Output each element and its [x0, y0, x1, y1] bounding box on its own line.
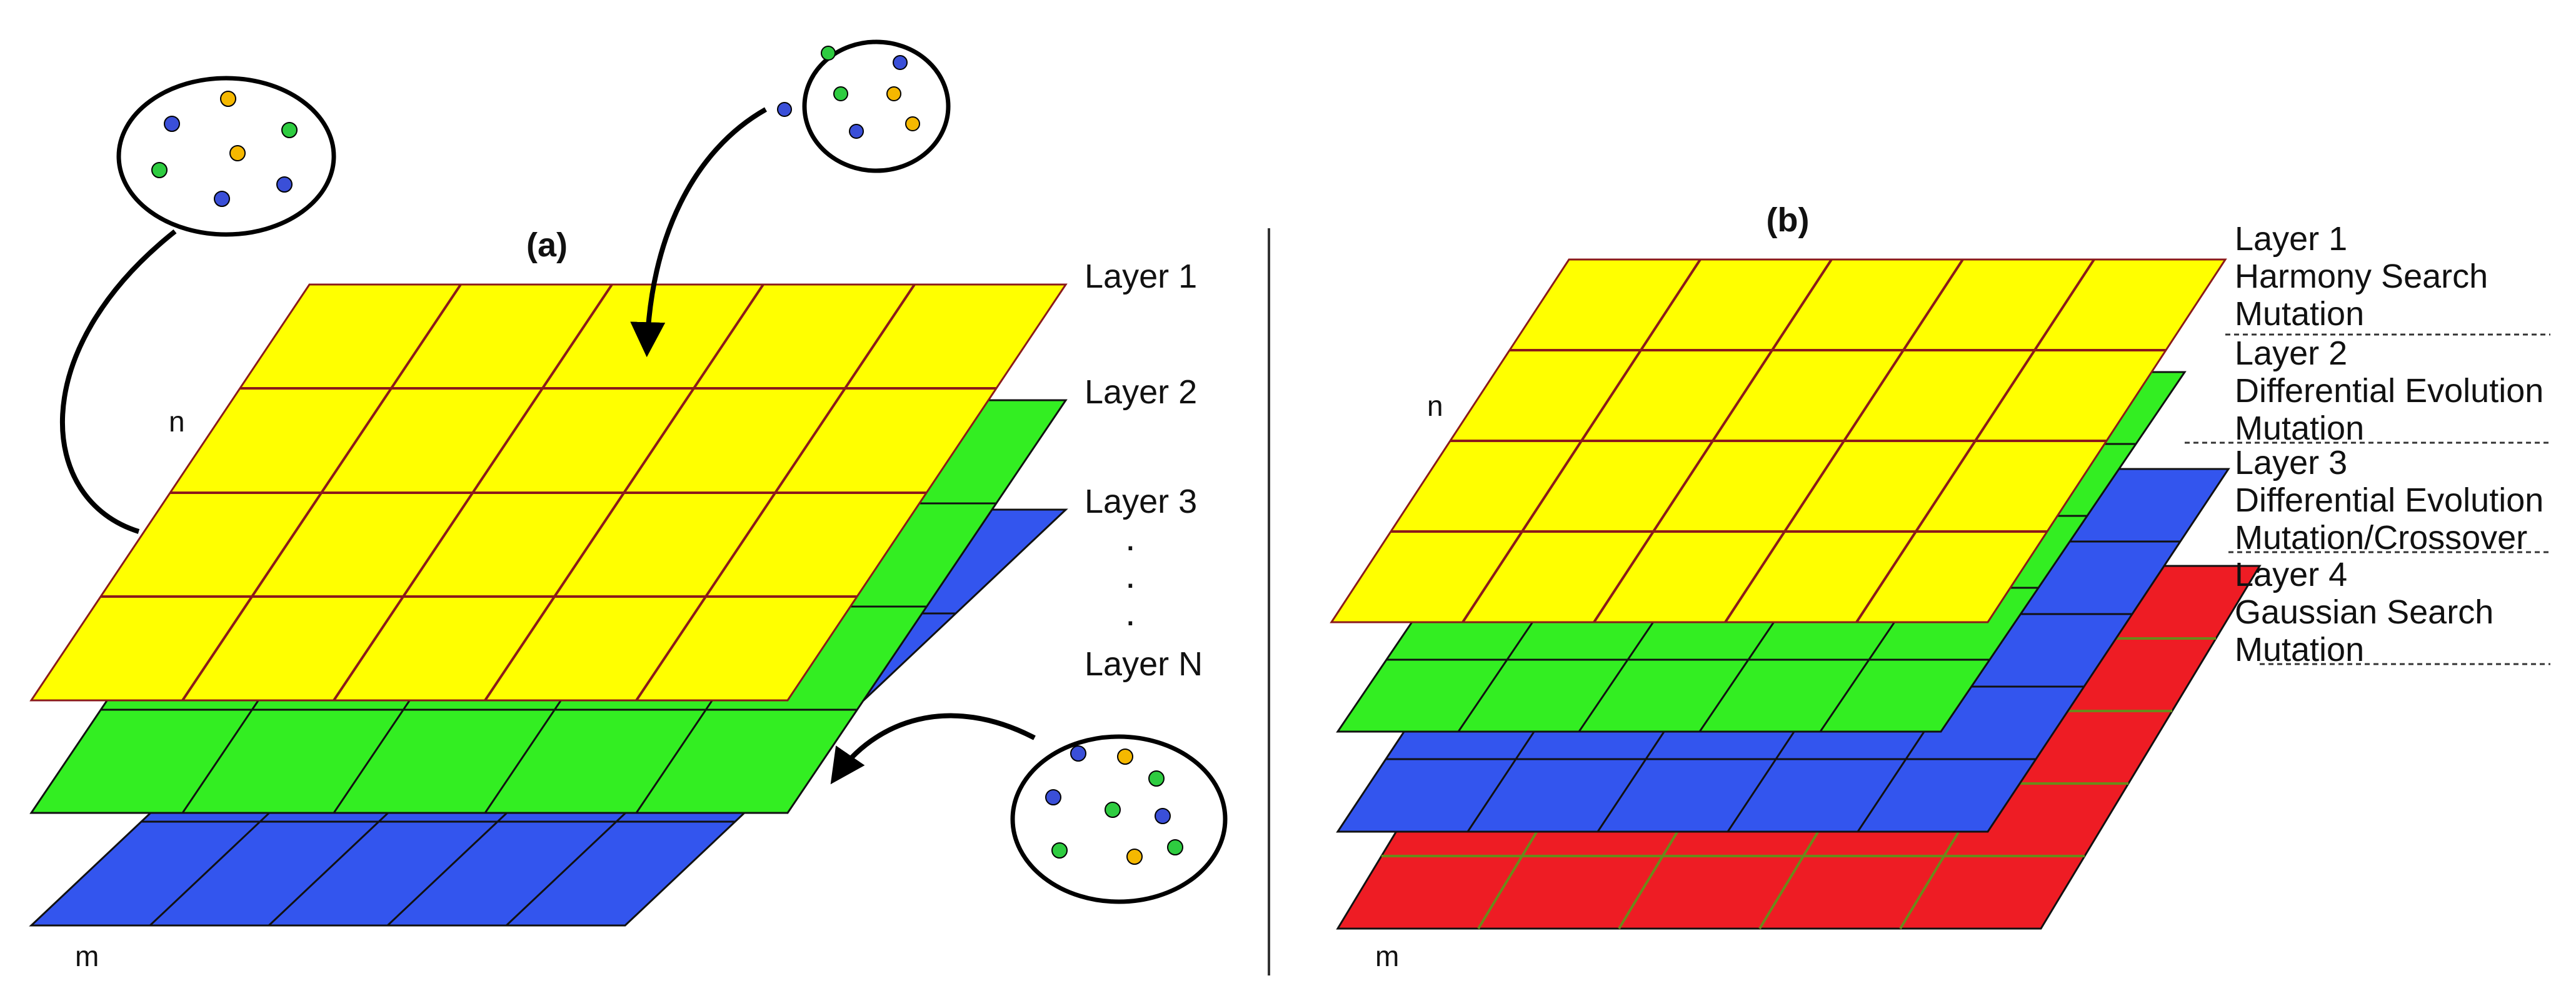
bubble-outline [802, 39, 951, 173]
layer-3-title: Layer 3 [2235, 444, 2347, 481]
layer-4-operator: Mutation [2235, 631, 2364, 668]
panel-a: (a) [29, 39, 1228, 972]
panel-a-label: (a) [526, 226, 568, 264]
axis-label-m-a: m [75, 940, 99, 972]
population-bubble-left [116, 76, 336, 237]
layer-1-operator: Mutation [2235, 295, 2364, 333]
layer-grid-yellow-b [1330, 258, 2227, 623]
layer-2-title: Layer 2 [2235, 335, 2347, 372]
layer-4-method: Gaussian Search [2235, 593, 2493, 631]
layer-description-1: Layer 1 Harmony Search Mutation [2235, 220, 2488, 333]
population-bubble-bottom [1010, 734, 1228, 904]
population-bubble-top [777, 39, 951, 173]
layer-separators [2185, 333, 2550, 665]
layer-3-operator: Mutation/Crossover [2235, 519, 2527, 557]
layer-label-n-a: Layer N [1085, 645, 1203, 683]
ellipsis-dot-2: . [1125, 554, 1136, 596]
axis-label-n-a: n [169, 405, 185, 438]
individual-dots [151, 91, 298, 207]
grid-lines-yellow-a [101, 283, 996, 702]
grid-lines-yellow-b [1391, 258, 2166, 623]
panel-b-label: (b) [1767, 201, 1810, 239]
connector-curve-left [59, 229, 177, 534]
layer-1-method: Harmony Search [2235, 258, 2488, 295]
axis-label-m-b: m [1375, 940, 1399, 972]
layer-2-method: Differential Evolution [2235, 372, 2543, 410]
arrow-to-middle-layer [830, 713, 1036, 785]
panel-b: (b) [1330, 201, 2550, 972]
layer-description-3: Layer 3 Differential Evolution Mutation/… [2235, 444, 2543, 557]
layer-label-1-a: Layer 1 [1085, 258, 1197, 295]
ellipsis-dot-3: . [1125, 592, 1136, 633]
individual-dots [1045, 745, 1183, 865]
layer-3-method: Differential Evolution [2235, 481, 2543, 519]
layer-2-operator: Mutation [2235, 410, 2364, 447]
layer-description-2: Layer 2 Differential Evolution Mutation [2235, 335, 2543, 447]
ellipsis-dot-1: . [1125, 517, 1136, 558]
individual-dots [777, 46, 920, 139]
layer-grid-yellow-a [29, 283, 1068, 702]
layer-label-3-a: Layer 3 [1085, 483, 1197, 520]
bubble-outline [1010, 734, 1228, 904]
layer-description-4: Layer 4 Gaussian Search Mutation [2235, 556, 2493, 668]
layer-label-2-a: Layer 2 [1085, 373, 1197, 411]
arrow-to-top-layer [630, 107, 767, 358]
layer-4-title: Layer 4 [2235, 556, 2347, 593]
axis-label-n-b: n [1427, 390, 1443, 422]
layer-1-title: Layer 1 [2235, 220, 2347, 258]
